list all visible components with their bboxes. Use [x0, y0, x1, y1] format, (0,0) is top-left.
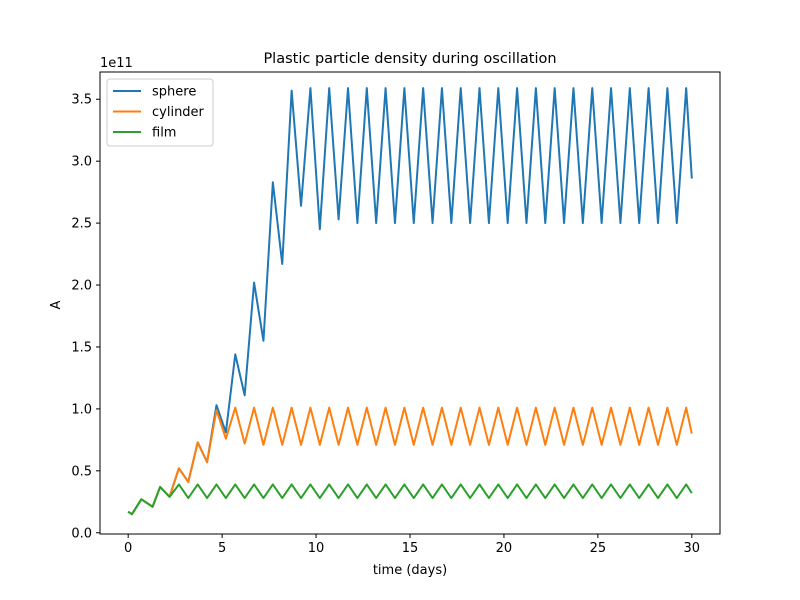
series-line-cylinder — [127, 406, 693, 516]
y-tick-label: 1.0 — [71, 402, 92, 417]
legend-label-sphere: sphere — [152, 85, 196, 100]
x-axis: 0 5 10 15 20 25 30 — [124, 534, 700, 556]
y-tick-label: 3.5 — [71, 93, 92, 108]
y-axis-offset-label: 1e11 — [100, 56, 133, 71]
y-tick-label: 2.0 — [71, 279, 92, 294]
x-tick-label: 25 — [590, 541, 607, 556]
legend: sphere cylinder film — [106, 78, 214, 147]
x-tick-label: 30 — [684, 541, 701, 556]
series-line-film — [127, 483, 693, 516]
x-axis-label: time (days) — [373, 563, 447, 578]
y-axis-label: A — [49, 300, 64, 309]
legend-label-film: film — [152, 126, 176, 141]
plot-area — [127, 87, 693, 516]
series-line-sphere — [127, 87, 693, 516]
x-tick-label: 5 — [218, 541, 226, 556]
x-tick-label: 0 — [124, 541, 132, 556]
x-tick-label: 15 — [402, 541, 419, 556]
y-tick-label: 0.5 — [71, 464, 92, 479]
x-tick-label: 10 — [308, 541, 325, 556]
chart-title: Plastic particle density during oscillat… — [263, 51, 556, 67]
legend-box — [106, 78, 214, 147]
y-tick-label: 0.0 — [71, 526, 92, 541]
y-axis: 0.0 0.5 1.0 1.5 2.0 2.5 3.0 3.5 — [71, 93, 100, 541]
y-tick-label: 3.0 — [71, 155, 92, 170]
x-tick-label: 20 — [496, 541, 513, 556]
y-tick-label: 1.5 — [71, 340, 92, 355]
y-tick-label: 2.5 — [71, 217, 92, 232]
legend-label-cylinder: cylinder — [152, 105, 205, 120]
